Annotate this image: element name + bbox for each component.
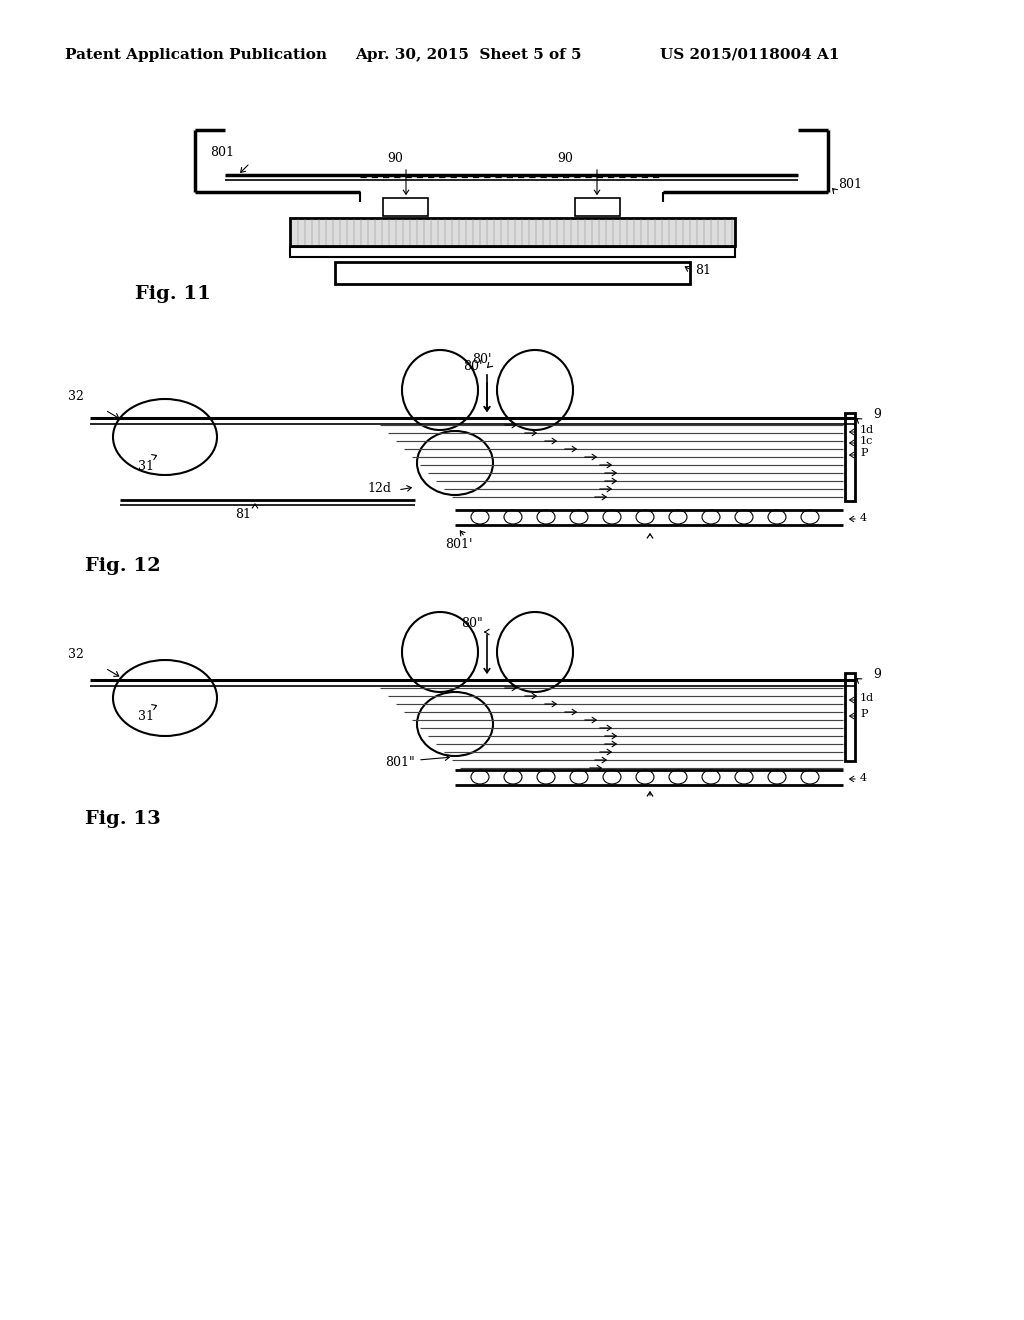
Ellipse shape (497, 350, 573, 430)
Text: 81: 81 (695, 264, 711, 276)
Bar (335, 261, 690, 284)
Text: 801': 801' (445, 539, 472, 550)
Text: Apr. 30, 2015  Sheet 5 of 5: Apr. 30, 2015 Sheet 5 of 5 (355, 48, 582, 62)
Ellipse shape (537, 510, 555, 524)
Text: Patent Application Publication: Patent Application Publication (65, 48, 327, 62)
Ellipse shape (669, 510, 687, 524)
Bar (290, 247, 735, 257)
Ellipse shape (504, 770, 522, 784)
Ellipse shape (417, 692, 493, 756)
Ellipse shape (417, 432, 493, 495)
Ellipse shape (768, 770, 786, 784)
Text: 1d: 1d (860, 425, 874, 436)
Text: 32: 32 (68, 391, 84, 404)
Text: Fig. 13: Fig. 13 (85, 810, 161, 828)
Ellipse shape (801, 510, 819, 524)
Ellipse shape (768, 510, 786, 524)
Bar (383, 198, 428, 216)
Text: 31: 31 (138, 710, 154, 723)
Text: Fig. 12: Fig. 12 (85, 557, 161, 576)
Text: P: P (860, 709, 867, 719)
Ellipse shape (113, 660, 217, 737)
Bar (845, 413, 855, 502)
Ellipse shape (497, 612, 573, 692)
Text: 801: 801 (210, 145, 234, 158)
Text: 1d: 1d (860, 693, 874, 704)
Text: US 2015/0118004 A1: US 2015/0118004 A1 (660, 48, 840, 62)
Text: 1c: 1c (860, 436, 873, 446)
Text: 4: 4 (860, 513, 867, 523)
Text: 81: 81 (234, 507, 251, 520)
Text: 80': 80' (464, 360, 483, 374)
Text: 9: 9 (873, 408, 881, 421)
Ellipse shape (636, 510, 654, 524)
Ellipse shape (735, 770, 753, 784)
Text: 90: 90 (557, 152, 573, 165)
Text: 80": 80" (461, 616, 483, 630)
Bar (575, 198, 620, 216)
Ellipse shape (471, 510, 489, 524)
Text: P: P (860, 447, 867, 458)
Text: Fig. 11: Fig. 11 (135, 285, 211, 304)
Text: 801": 801" (385, 755, 415, 768)
Ellipse shape (113, 399, 217, 475)
Ellipse shape (735, 510, 753, 524)
Text: 4: 4 (860, 774, 867, 783)
Text: 12d: 12d (367, 482, 391, 495)
Ellipse shape (603, 510, 621, 524)
Ellipse shape (471, 770, 489, 784)
Text: 80': 80' (472, 352, 492, 366)
Ellipse shape (702, 510, 720, 524)
Ellipse shape (669, 770, 687, 784)
Ellipse shape (570, 770, 588, 784)
Ellipse shape (504, 510, 522, 524)
Text: 32: 32 (68, 648, 84, 661)
Ellipse shape (570, 510, 588, 524)
Text: 9: 9 (873, 668, 881, 681)
Text: 801: 801 (838, 178, 862, 191)
Text: 90: 90 (387, 152, 402, 165)
Ellipse shape (402, 612, 478, 692)
Bar (290, 218, 735, 246)
Ellipse shape (537, 770, 555, 784)
Ellipse shape (402, 350, 478, 430)
Ellipse shape (702, 770, 720, 784)
Ellipse shape (636, 770, 654, 784)
Ellipse shape (603, 770, 621, 784)
Ellipse shape (801, 770, 819, 784)
Bar (845, 673, 855, 762)
Text: 31: 31 (138, 461, 154, 474)
